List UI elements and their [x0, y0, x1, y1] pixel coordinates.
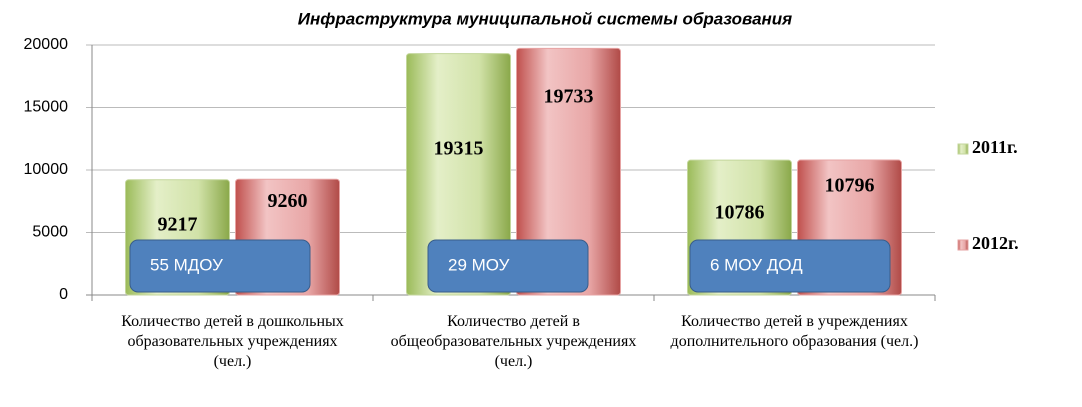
legend-swatch — [957, 143, 969, 155]
annotation-box — [427, 239, 589, 293]
annotation-box — [689, 239, 891, 293]
y-tick-label: 5000 — [32, 224, 68, 241]
bar — [516, 47, 621, 296]
data-label: 19733 — [544, 85, 594, 107]
legend-label: 2011г. — [972, 137, 1018, 157]
data-label: 19315 — [434, 138, 484, 160]
data-label: 10786 — [715, 202, 765, 224]
y-tick-label: 0 — [59, 286, 68, 303]
legend-label: 2012г. — [972, 233, 1019, 253]
y-tick-label: 10000 — [24, 161, 69, 178]
chart-title: Инфраструктура муниципальной системы обр… — [298, 9, 792, 28]
x-tick-label: Количество детей в дошкольных образовате… — [121, 313, 344, 370]
y-tick-label: 20000 — [24, 36, 69, 53]
x-tick-label: Количество детей в общеобразовательных у… — [390, 313, 637, 370]
annotation-box — [129, 239, 311, 293]
x-tick-label: Количество детей в учреждениях дополните… — [670, 313, 919, 350]
annotation: 55 МДОУ — [150, 255, 223, 274]
data-label: 10796 — [825, 175, 875, 197]
bar — [406, 53, 511, 296]
data-label: 9260 — [268, 190, 308, 212]
legend-swatch — [957, 239, 969, 251]
annotation: 29 МОУ — [448, 255, 510, 274]
y-tick-label: 15000 — [24, 99, 69, 116]
data-label: 9217 — [158, 213, 198, 235]
annotation: 6 МОУ ДОД — [710, 255, 803, 274]
